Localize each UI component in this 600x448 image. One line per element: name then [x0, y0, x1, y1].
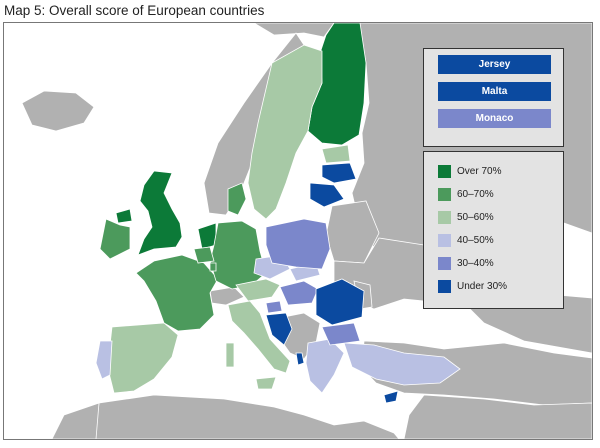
italy: [227, 300, 291, 374]
hungary: [279, 280, 319, 306]
spain: [107, 322, 179, 394]
legend-label: Under 30%: [457, 280, 508, 292]
legend-swatch: [438, 210, 451, 224]
iceland: [21, 90, 95, 132]
legend-label: 30–40%: [457, 257, 494, 269]
estonia: [321, 144, 351, 164]
small-state-monaco: Monaco: [438, 109, 551, 128]
bulgaria: [321, 322, 361, 346]
switzerland: [209, 286, 245, 306]
portugal: [95, 340, 113, 380]
cyprus: [383, 390, 399, 404]
small-state-jersey: Jersey: [438, 55, 551, 74]
poland: [265, 218, 331, 270]
croatia: [265, 312, 293, 346]
small-states-panel: Jersey Malta Monaco: [423, 48, 564, 147]
legend-item-30-40: 30–40%: [438, 256, 494, 270]
northern-ireland: [115, 208, 133, 224]
north-africa: [93, 394, 400, 439]
legend-swatch: [438, 233, 451, 247]
legend-swatch: [438, 164, 451, 178]
ireland: [99, 218, 131, 260]
sicily: [255, 376, 277, 390]
cyprus-north-turkey-shaded: [343, 342, 461, 386]
sweden: [247, 44, 323, 220]
legend-label: 50–60%: [457, 211, 494, 223]
map-frame: Jersey Malta Monaco Over 70% 60–70% 50–6…: [3, 22, 593, 440]
sardinia: [225, 342, 235, 368]
legend-swatch: [438, 279, 451, 293]
legend-item-60-70: 60–70%: [438, 187, 494, 201]
legend-swatch: [438, 256, 451, 270]
belgium: [193, 246, 215, 264]
legend-swatch: [438, 187, 451, 201]
latvia: [321, 162, 357, 184]
legend: Over 70% 60–70% 50–60% 40–50% 30–40% Und…: [423, 151, 564, 309]
map-title: Map 5: Overall score of European countri…: [4, 3, 265, 18]
greece: [305, 338, 345, 394]
legend-label: Over 70%: [457, 165, 502, 177]
denmark: [227, 182, 247, 216]
romania: [315, 278, 365, 326]
netherlands: [197, 222, 217, 250]
montenegro: [295, 352, 305, 366]
legend-item-under-30: Under 30%: [438, 279, 507, 293]
austria: [235, 278, 281, 302]
slovenia: [265, 300, 283, 314]
morocco: [51, 402, 100, 439]
legend-item-over-70: Over 70%: [438, 164, 501, 178]
scored-countries: [95, 23, 461, 404]
northern-scandinavia-top: [253, 23, 335, 38]
legend-item-50-60: 50–60%: [438, 210, 494, 224]
small-state-malta: Malta: [438, 82, 551, 101]
legend-label: 60–70%: [457, 188, 494, 200]
great-britain: [137, 170, 183, 256]
germany: [209, 220, 267, 290]
france: [135, 254, 219, 332]
luxembourg: [209, 262, 217, 272]
legend-label: 40–50%: [457, 234, 494, 246]
lithuania: [309, 182, 345, 208]
middle-east: [403, 394, 592, 439]
legend-item-40-50: 40–50%: [438, 233, 494, 247]
